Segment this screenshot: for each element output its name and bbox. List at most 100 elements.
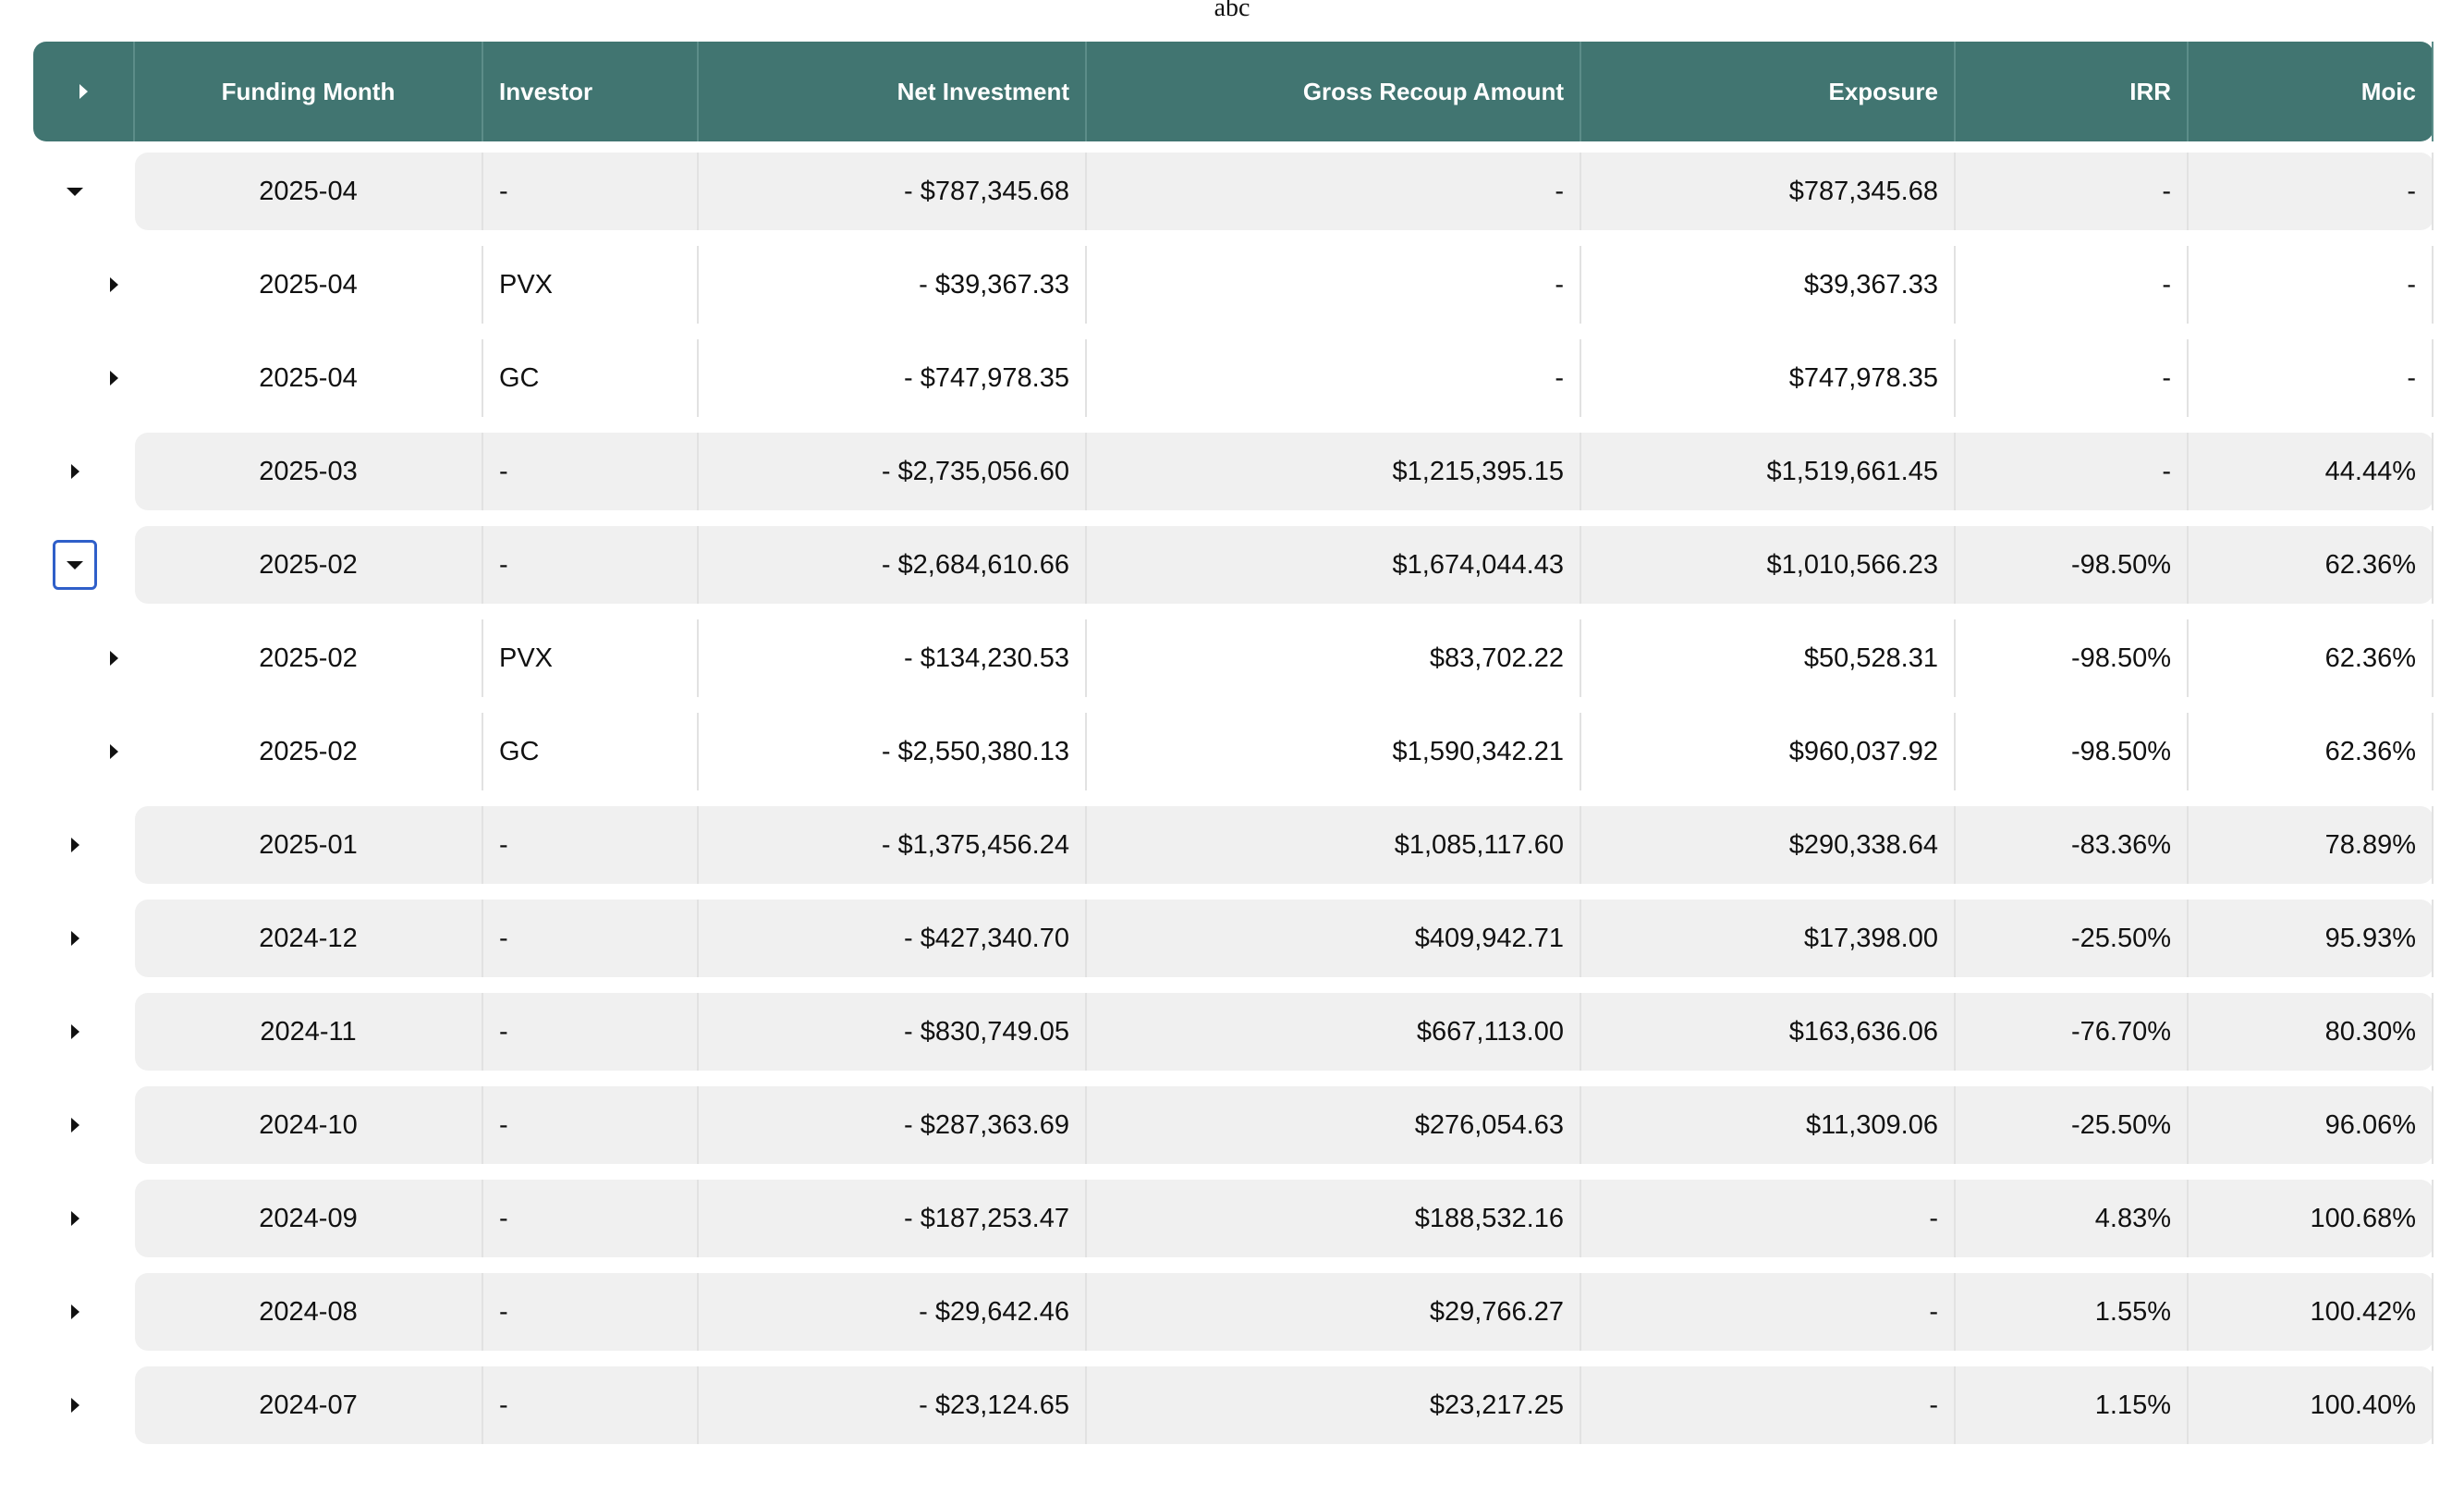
cell-exposure: - [1581,1180,1956,1257]
cell-exposure: $17,398.00 [1581,900,1956,977]
expand-row-button[interactable] [81,619,146,697]
caret-right-icon [70,1024,79,1039]
row-background [135,526,2434,604]
cell-exposure: $747,978.35 [1581,339,1956,417]
expand-row-button[interactable] [81,246,146,324]
cell-investor: - [483,153,699,230]
cell-irr: 1.55% [1956,1273,2189,1351]
table-row[interactable]: 2025-04- - $787,345.68- $787,345.68- - [33,153,2434,230]
cell-irr: - [1956,246,2189,324]
caret-right-icon [109,371,118,386]
cell-exposure: $1,010,566.23 [1581,526,1956,604]
cell-gross-recoup-amount: $1,215,395.15 [1087,433,1581,510]
expand-row-button[interactable] [43,1366,107,1444]
column-header-investor[interactable]: Investor [483,42,699,141]
expand-row-button[interactable] [43,1273,107,1351]
cell-funding-month: 2025-02 [135,619,483,697]
caret-down-icon [67,187,83,196]
cell-investor: PVX [483,246,699,324]
table-child-row[interactable]: 2025-04 GC - $747,978.35- $747,978.35- - [33,339,2434,417]
table-row[interactable]: 2024-08- - $29,642.46 $29,766.27-1.55% 100.… [33,1273,2434,1351]
cell-moic: 100.68% [2189,1180,2434,1257]
cell-irr: - [1956,433,2189,510]
table-child-row[interactable]: 2025-02 GC - $2,550,380.13 $1,590,342.21 $96… [33,713,2434,790]
table-body: 2025-04- - $787,345.68- $787,345.68- -2025-… [33,153,2434,1444]
expand-row-button[interactable] [43,806,107,884]
collapse-row-button[interactable] [43,153,107,230]
collapse-row-button[interactable] [43,526,107,604]
column-header-funding-month[interactable]: Funding Month [135,42,483,141]
column-header-moic[interactable]: Moic [2189,42,2434,141]
table-row[interactable]: 2025-01- - $1,375,456.24 $1,085,117.60 $290… [33,806,2434,884]
expand-row-button[interactable] [43,900,107,977]
expand-row-button[interactable] [43,1180,107,1257]
table-row[interactable]: 2024-12- - $427,340.70 $409,942.71 $17,398.… [33,900,2434,977]
cell-gross-recoup-amount: - [1087,246,1581,324]
cell-investor: - [483,806,699,884]
table-row[interactable]: 2024-07- - $23,124.65 $23,217.25-1.15% 100.… [33,1366,2434,1444]
row-background [135,1366,2434,1444]
cell-funding-month: 2024-08 [135,1273,483,1351]
expand-row-button[interactable] [43,1086,107,1164]
cell-irr: 4.83% [1956,1180,2189,1257]
cell-moic: - [2189,153,2434,230]
cell-gross-recoup-amount: $1,590,342.21 [1087,713,1581,790]
cell-investor: - [483,1086,699,1164]
column-header-exposure[interactable]: Exposure [1581,42,1956,141]
cell-net-investment: - $1,375,456.24 [699,806,1087,884]
cell-irr: -25.50% [1956,900,2189,977]
cell-funding-month: 2025-01 [135,806,483,884]
cell-funding-month: 2025-02 [135,713,483,790]
table-row[interactable]: 2025-02- - $2,684,610.66 $1,674,044.43 $1,0… [33,526,2434,604]
caret-right-icon [70,838,79,852]
cell-moic: 80.30% [2189,993,2434,1071]
table-row[interactable]: 2025-03- - $2,735,056.60 $1,215,395.15 $1,5… [33,433,2434,510]
cell-investor: - [483,526,699,604]
caret-right-icon [109,651,118,666]
cell-moic: 95.93% [2189,900,2434,977]
cell-moic: - [2189,339,2434,417]
cell-net-investment: - $23,124.65 [699,1366,1087,1444]
cell-investor: GC [483,339,699,417]
row-background [135,153,2434,230]
expand-row-button[interactable] [43,993,107,1071]
row-background [135,433,2434,510]
cell-net-investment: - $2,684,610.66 [699,526,1087,604]
cell-funding-month: 2025-03 [135,433,483,510]
cell-irr: - [1956,339,2189,417]
cell-gross-recoup-amount: $188,532.16 [1087,1180,1581,1257]
cell-funding-month: 2024-10 [135,1086,483,1164]
expand-row-button[interactable] [81,713,146,790]
caret-right-icon [70,1118,79,1133]
table-row[interactable]: 2024-09- - $187,253.47 $188,532.16-4.83% 10… [33,1180,2434,1257]
cell-funding-month: 2025-02 [135,526,483,604]
table-row[interactable]: 2024-10- - $287,363.69 $276,054.63 $11,309.… [33,1086,2434,1164]
expand-all-toggle[interactable] [33,42,135,141]
column-header-gross-recoup-amount[interactable]: Gross Recoup Amount [1087,42,1581,141]
table-child-row[interactable]: 2025-04 PVX - $39,367.33- $39,367.33- - [33,246,2434,324]
cell-investor: - [483,1366,699,1444]
cell-investor: - [483,993,699,1071]
expand-row-button[interactable] [81,339,146,417]
cell-irr: -98.50% [1956,619,2189,697]
cell-gross-recoup-amount: $667,113.00 [1087,993,1581,1071]
cell-funding-month: 2024-09 [135,1180,483,1257]
focus-ring [53,540,97,590]
caret-down-icon [67,560,83,569]
cell-investor: PVX [483,619,699,697]
column-header-net-investment[interactable]: Net Investment [699,42,1087,141]
caret-right-icon [70,464,79,479]
cell-irr: -83.36% [1956,806,2189,884]
cell-gross-recoup-amount: $29,766.27 [1087,1273,1581,1351]
cell-moic: 44.44% [2189,433,2434,510]
cell-net-investment: - $29,642.46 [699,1273,1087,1351]
cell-gross-recoup-amount: $23,217.25 [1087,1366,1581,1444]
row-background [135,993,2434,1071]
column-header-irr[interactable]: IRR [1956,42,2189,141]
table-row[interactable]: 2024-11- - $830,749.05 $667,113.00 $163,636… [33,993,2434,1071]
cell-exposure: $787,345.68 [1581,153,1956,230]
expand-row-button[interactable] [43,433,107,510]
cell-investor: - [483,1273,699,1351]
cell-exposure: $50,528.31 [1581,619,1956,697]
table-child-row[interactable]: 2025-02 PVX - $134,230.53 $83,702.22 $50,528… [33,619,2434,697]
